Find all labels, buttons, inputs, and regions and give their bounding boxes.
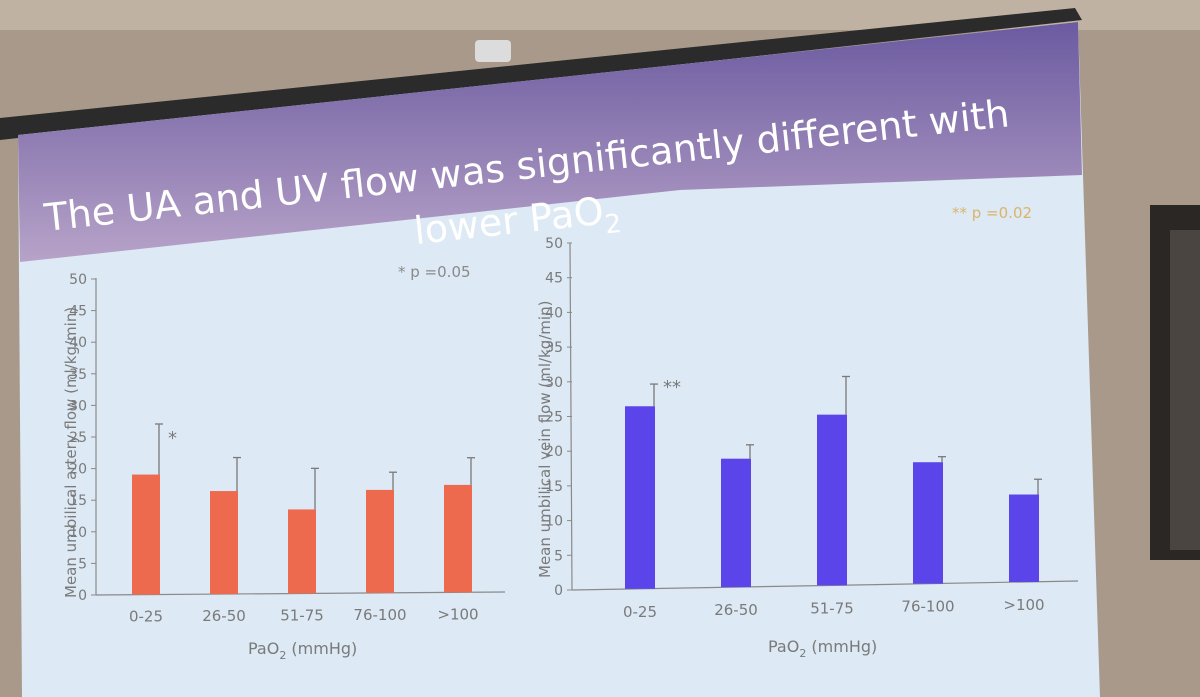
- screen-hook: [475, 40, 511, 62]
- ua-y-tick-label: 35: [69, 367, 87, 383]
- ua-y-tick-label: 15: [69, 493, 87, 509]
- ua-bar: [288, 509, 316, 594]
- ua-bar: [210, 491, 238, 595]
- uv-y-tick-label: 50: [545, 236, 563, 252]
- uv-y-tick-label: 5: [554, 548, 563, 564]
- ua-y-tick-label: 25: [69, 430, 87, 446]
- ua-y-tick-label: 45: [69, 304, 87, 320]
- ua-y-ticks: 0 5 10 15 20 25 30 35 40 45 50: [69, 272, 96, 604]
- ua-y-axis-label: Mean umbilical artery flow (ml/kg/min): [62, 307, 80, 598]
- ua-x-tick-label: >100: [437, 605, 478, 623]
- uv-y-axis-label: Mean umbilical vein flow (ml/kg/min): [536, 301, 554, 578]
- uv-y-ticks: 0 5 10 15 20 25 30 35 40 45 50: [545, 236, 572, 599]
- ua-y-tick-label: 0: [78, 588, 87, 604]
- uv-y-tick-label: 15: [545, 479, 563, 495]
- ua-y-tick-label: 10: [69, 525, 87, 541]
- uv-x-axis-line: [571, 580, 1079, 591]
- uv-y-tick-label: 25: [545, 410, 563, 426]
- ua-bar: [444, 484, 472, 593]
- uv-x-tick-label: 51-75: [810, 599, 854, 617]
- ua-bars: *: [132, 423, 475, 595]
- uv-y-tick-label: 35: [545, 340, 563, 356]
- ua-bar: [366, 489, 394, 593]
- ua-x-tick-labels: 0-25 26-50 51-75 76-100 >100: [129, 605, 479, 625]
- ua-x-tick-label: 0-25: [129, 608, 163, 626]
- wall-frame-inner: [1170, 230, 1200, 550]
- screen-roller: [0, 8, 1082, 140]
- uv-x-axis-label: PaO2 (mmHg): [768, 637, 877, 660]
- ua-bar: [132, 474, 160, 595]
- uv-flow-chart: ** p =0.02 Mean umbilical vein flow (ml/…: [536, 204, 1079, 660]
- ua-x-axis-label: PaO2 (mmHg): [248, 639, 357, 662]
- uv-x-tick-label: 0-25: [623, 603, 657, 621]
- ua-significance-marker: *: [168, 428, 177, 449]
- uv-bars: **: [625, 375, 1042, 589]
- uv-bar: [1009, 494, 1039, 582]
- ua-y-tick-label: 40: [69, 335, 87, 351]
- ua-x-tick-label: 51-75: [280, 606, 324, 624]
- ua-y-tick-label: 20: [69, 462, 87, 478]
- title-band: [18, 22, 1082, 262]
- uv-y-tick-label: 10: [545, 514, 563, 530]
- uv-significance-marker: **: [663, 377, 681, 398]
- ua-significance-note: * p =0.05: [398, 263, 471, 281]
- uv-y-tick-label: 20: [545, 444, 563, 460]
- uv-y-tick-label: 0: [554, 583, 563, 599]
- ua-x-axis-line: [95, 591, 506, 596]
- ua-x-tick-label: 76-100: [353, 606, 406, 624]
- ua-y-tick-label: 50: [69, 272, 87, 288]
- ua-y-tick-label: 30: [69, 398, 87, 414]
- ua-x-tick-label: 26-50: [202, 607, 246, 625]
- uv-bar: [721, 458, 751, 588]
- uv-significance-note: ** p =0.02: [952, 204, 1032, 222]
- uv-y-tick-label: 40: [545, 305, 563, 321]
- uv-x-tick-label: >100: [1003, 596, 1044, 614]
- uv-bar: [625, 406, 655, 589]
- uv-y-tick-label: 45: [545, 271, 563, 287]
- uv-x-tick-labels: 0-25 26-50 51-75 76-100 >100: [623, 596, 1045, 621]
- uv-bar: [913, 462, 943, 584]
- uv-x-tick-label: 76-100: [901, 598, 954, 616]
- uv-y-tick-label: 30: [545, 375, 563, 391]
- ua-flow-chart: * p =0.05 Mean umbilical artery flow (ml…: [62, 263, 506, 662]
- uv-x-tick-label: 26-50: [714, 601, 758, 619]
- ua-y-tick-label: 5: [78, 556, 87, 572]
- uv-bar: [817, 414, 847, 586]
